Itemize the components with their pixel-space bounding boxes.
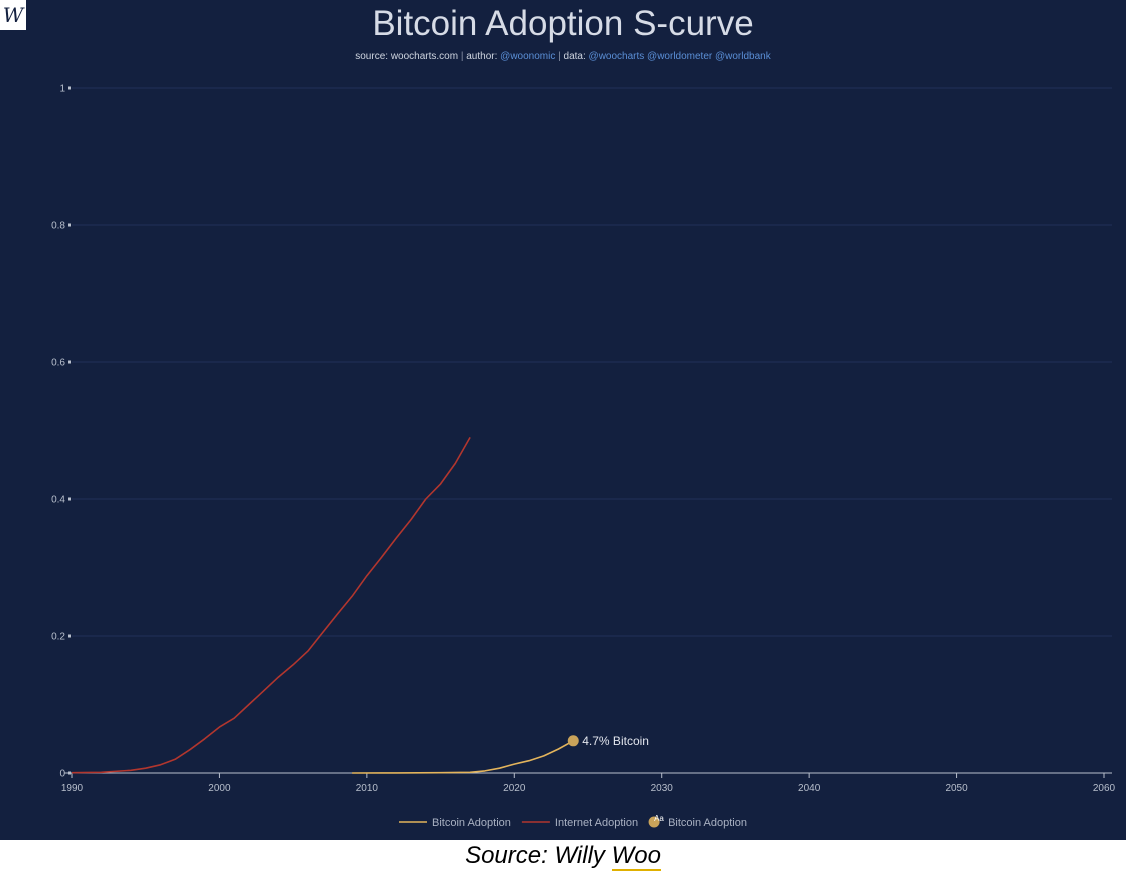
y-tick-label: 0.4: [51, 495, 65, 506]
legend-item-label[interactable]: Bitcoin Adoption: [668, 817, 747, 829]
chart-panel: W Bitcoin Adoption S-curve source: wooch…: [0, 0, 1126, 840]
caption: Source: Willy Woo: [0, 842, 1126, 871]
annotation-label: 4.7% Bitcoin: [582, 734, 649, 748]
author-link[interactable]: @woonomic: [500, 51, 556, 62]
y-tick-label: 1: [59, 84, 65, 95]
x-tick-label: 1990: [61, 783, 84, 794]
author-label: author:: [466, 51, 498, 62]
legend-marker[interactable]: [648, 816, 660, 828]
chart-svg: 0 0.2 0.4 0.6 0.8 1 1990 2000 2010 2020 2030 2040 20…: [51, 84, 1116, 830]
x-tick-label: 2050: [945, 783, 968, 794]
y-tick-label: 0.8: [51, 221, 65, 232]
internet-adoption-line: [71, 437, 471, 774]
legend-text-symbol: Aa: [654, 814, 664, 823]
caption-prefix: Source: Willy: [465, 842, 612, 869]
y-tick-label: 0.2: [51, 632, 65, 643]
source-link[interactable]: woocharts.com: [390, 51, 459, 62]
y-tick-label: 0.6: [51, 358, 65, 369]
y-tick-mark: [68, 223, 71, 227]
legend-item-label[interactable]: Internet Adoption: [555, 817, 638, 829]
x-tick-label: 2000: [208, 783, 231, 794]
data-label: data:: [563, 51, 586, 62]
chart-title: Bitcoin Adoption S-curve: [372, 4, 754, 43]
x-tick-label: 2030: [651, 783, 674, 794]
separator: |: [558, 51, 561, 62]
logo: W: [0, 0, 26, 30]
source-label: source:: [355, 51, 389, 62]
separator: |: [460, 51, 464, 62]
annotation-marker[interactable]: [567, 735, 579, 747]
y-tick-mark: [68, 634, 71, 638]
data-links[interactable]: @woocharts @worldometer @worldbank: [588, 51, 771, 62]
x-tick-label: 2010: [356, 783, 379, 794]
y-tick-mark: [68, 86, 71, 90]
chart-subtitle: source: woocharts.com | author: @woonomi…: [0, 51, 1126, 62]
legend-item-label[interactable]: Bitcoin Adoption: [432, 817, 511, 829]
y-tick-label: 0: [59, 769, 65, 780]
bitcoin-adoption-line: [352, 740, 574, 774]
y-tick-mark: [68, 497, 71, 501]
caption-link[interactable]: Woo: [611, 842, 661, 871]
x-tick-label: 2020: [503, 783, 526, 794]
x-tick-label: 2040: [798, 783, 821, 794]
y-tick-mark: [68, 360, 71, 364]
x-tick-label: 2060: [1093, 783, 1116, 794]
